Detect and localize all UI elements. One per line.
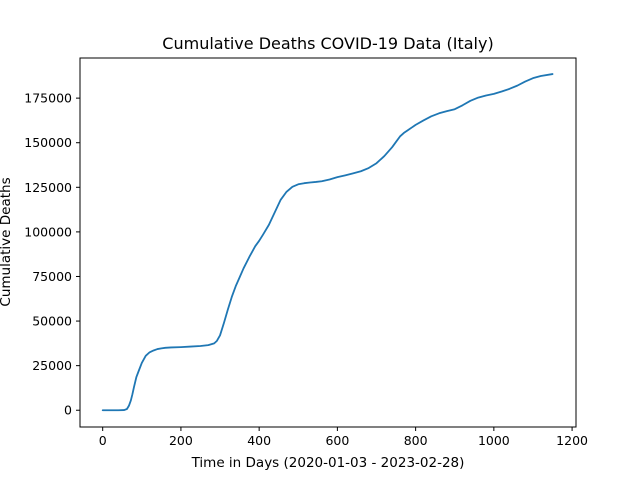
- x-tick-label: 600: [325, 433, 349, 448]
- x-axis: 0 200 400 600 800 1000 1200: [99, 427, 588, 448]
- y-tick-label: 175000: [24, 91, 72, 106]
- chart-title: Cumulative Deaths COVID-19 Data (Italy): [162, 34, 493, 53]
- plot-area: [80, 58, 576, 427]
- y-tick-label: 50000: [32, 314, 72, 329]
- x-tick-label: 800: [404, 433, 428, 448]
- y-tick-label: 125000: [24, 180, 72, 195]
- y-tick-label: 0: [64, 403, 72, 418]
- y-tick-label: 25000: [32, 358, 72, 373]
- x-tick-label: 0: [99, 433, 107, 448]
- y-axis: 0 25000 50000 75000 100000 125000 150000 175000: [24, 91, 80, 418]
- x-tick-label: 400: [247, 433, 271, 448]
- x-tick-label: 1200: [556, 433, 588, 448]
- y-tick-label: 100000: [24, 224, 72, 239]
- y-tick-label: 75000: [32, 269, 72, 284]
- plot-frame: [79, 57, 577, 428]
- y-axis-label: Cumulative Deaths: [0, 177, 14, 306]
- series-line: [101, 73, 554, 412]
- x-tick-label: 200: [169, 433, 193, 448]
- x-tick-label: 1000: [478, 433, 510, 448]
- y-tick-label: 150000: [24, 135, 72, 150]
- x-axis-label: Time in Days (2020-01-03 - 2023-02-28): [191, 455, 465, 471]
